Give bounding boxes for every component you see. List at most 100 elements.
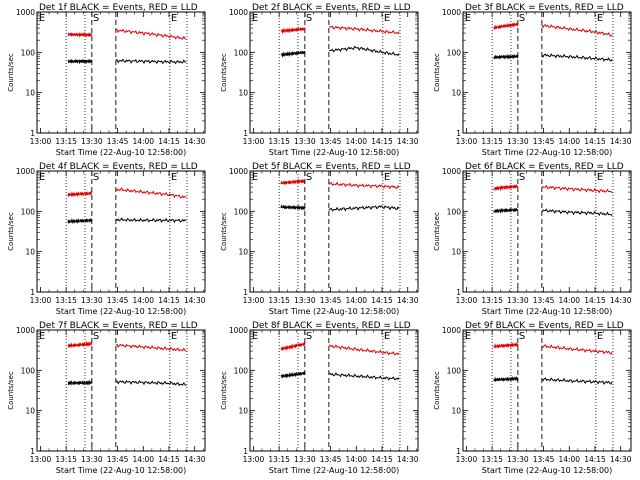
interval-marker: E [252, 172, 258, 183]
y-tick-label: 100 [234, 366, 249, 375]
x-tick-label: 13:45 [320, 296, 342, 305]
interval-marker: S [519, 172, 525, 183]
y-tick-label: 1000 [16, 8, 35, 17]
lld-series-line [67, 31, 93, 38]
y-axis-label: Counts/sec [433, 53, 441, 92]
x-tick-label: 13:15 [268, 455, 290, 464]
y-tick-label: 1 [243, 447, 248, 456]
y-tick-label: 1 [243, 129, 248, 138]
y-tick-label: 1000 [229, 326, 248, 335]
x-tick-label: 14:00 [345, 455, 367, 464]
plot-frame [462, 329, 632, 452]
lld-series-line [115, 343, 187, 352]
y-tick-label: 1 [30, 288, 35, 297]
x-tick-label: 14:15 [371, 296, 393, 305]
x-tick-label: 14:15 [158, 455, 180, 464]
x-tick-label: 13:45 [320, 137, 342, 146]
x-tick-label: 13:00 [456, 296, 478, 305]
x-tick-label: 13:45 [533, 455, 555, 464]
lld-series-line [541, 185, 613, 194]
x-tick-label: 14:30 [397, 137, 419, 146]
x-tick-label: 14:00 [558, 455, 580, 464]
interval-marker: E [465, 331, 471, 342]
panel-title: Det 9f BLACK = Events, RED = LLD [465, 321, 624, 331]
plot-frame [462, 170, 632, 293]
interval-marker: E [171, 13, 177, 24]
interval-marker: E [171, 331, 177, 342]
panel-title: Det 7f BLACK = Events, RED = LLD [39, 321, 198, 331]
interval-marker: S [306, 331, 312, 342]
plot-frame [249, 11, 419, 134]
x-tick-label: 14:00 [132, 296, 154, 305]
x-tick-label: 14:00 [345, 296, 367, 305]
lld-series-line [280, 178, 306, 186]
y-tick-label: 100 [21, 48, 36, 57]
x-axis-label: Start Time (22-Aug-10 12:58:00) [269, 148, 400, 157]
interval-marker: S [93, 331, 99, 342]
y-tick-label: 1 [456, 447, 461, 456]
x-tick-label: 13:00 [456, 137, 478, 146]
x-tick-label: 14:00 [345, 137, 367, 146]
x-tick-label: 13:15 [55, 455, 77, 464]
y-tick-label: 100 [447, 48, 462, 57]
x-tick-label: 13:45 [320, 455, 342, 464]
x-tick-label: 13:15 [268, 296, 290, 305]
panel-6: Det 6f BLACK = Events, RED = LLD Counts/s… [433, 162, 632, 316]
lld-series-line [328, 344, 400, 356]
y-tick-label: 10 [451, 248, 461, 257]
interval-marker: E [39, 172, 45, 183]
y-tick-label: 1000 [16, 326, 35, 335]
x-tick-label: 14:30 [184, 137, 206, 146]
events-series-line [115, 58, 187, 65]
x-tick-label: 14:15 [371, 137, 393, 146]
y-tick-label: 1 [30, 447, 35, 456]
y-tick-label: 100 [234, 207, 249, 216]
x-tick-label: 14:15 [584, 455, 606, 464]
plot-frame [249, 170, 419, 293]
panel-title: Det 3f BLACK = Events, RED = LLD [465, 3, 624, 13]
interval-marker: E [597, 13, 603, 24]
y-axis-label: Counts/sec [7, 212, 15, 251]
x-tick-label: 14:15 [584, 296, 606, 305]
y-tick-label: 1000 [16, 167, 35, 176]
y-tick-label: 100 [21, 366, 36, 375]
x-axis-label: Start Time (22-Aug-10 12:58:00) [482, 466, 613, 475]
y-tick-label: 10 [238, 248, 248, 257]
events-series-line [67, 58, 93, 65]
x-tick-label: 13:15 [481, 296, 503, 305]
x-tick-label: 13:45 [107, 296, 129, 305]
lld-series-line [493, 22, 519, 30]
y-axis-label: Counts/sec [220, 212, 228, 251]
x-axis-label: Start Time (22-Aug-10 12:58:00) [56, 307, 187, 316]
interval-marker: E [39, 331, 45, 342]
x-tick-label: 13:15 [481, 455, 503, 464]
events-series-line [280, 204, 306, 211]
x-tick-label: 14:00 [132, 137, 154, 146]
y-tick-label: 100 [234, 48, 249, 57]
y-tick-label: 10 [25, 89, 35, 98]
events-series-line [493, 375, 519, 383]
interval-marker: S [93, 172, 99, 183]
interval-marker: E [597, 172, 603, 183]
events-series-line [280, 371, 306, 379]
interval-marker: S [306, 13, 312, 24]
y-axis-label: Counts/sec [433, 371, 441, 410]
x-tick-label: 14:30 [610, 455, 632, 464]
lld-series-line [328, 25, 400, 35]
events-series-line [541, 53, 613, 62]
x-tick-label: 13:15 [481, 137, 503, 146]
x-tick-label: 13:00 [243, 296, 265, 305]
y-axis-label: Counts/sec [7, 371, 15, 410]
x-tick-label: 13:30 [81, 296, 103, 305]
events-series-line [115, 217, 187, 224]
events-series-line [328, 45, 400, 57]
interval-marker: E [465, 172, 471, 183]
panel-1: Det 1f BLACK = Events, RED = LLD Counts/s… [7, 3, 206, 157]
interval-marker: E [384, 172, 390, 183]
x-tick-label: 13:45 [533, 296, 555, 305]
y-tick-label: 1000 [229, 8, 248, 17]
interval-marker: S [519, 331, 525, 342]
x-tick-label: 14:30 [610, 296, 632, 305]
interval-marker: E [39, 13, 45, 24]
